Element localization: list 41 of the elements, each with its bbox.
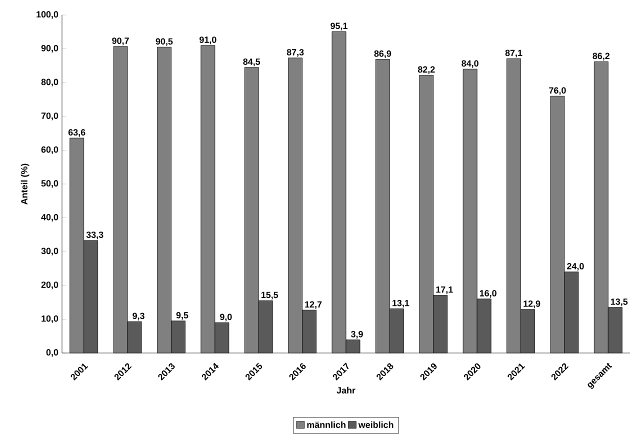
data-label: 84,0: [462, 60, 478, 68]
data-label: 12,7: [305, 301, 322, 309]
data-label: 91,0: [200, 36, 216, 44]
y-tick-label: 70,0: [41, 112, 58, 120]
data-label: 90,7: [112, 38, 129, 46]
data-label: 13,1: [392, 300, 410, 308]
data-label: 9,3: [132, 312, 144, 320]
data-label: 82,2: [418, 66, 435, 74]
data-label: 86,2: [592, 52, 610, 60]
y-tick-label: 10,0: [42, 315, 58, 324]
y-tick-label: 30,0: [41, 248, 58, 256]
data-label: 9,5: [176, 312, 188, 320]
y-tick-label: 50,0: [41, 180, 58, 188]
data-label: 87,1: [505, 50, 522, 58]
y-tick-label: 0,0: [46, 349, 58, 357]
data-label: 87,3: [286, 49, 304, 57]
legend-label: weiblich: [358, 421, 394, 428]
data-label: 63,6: [68, 129, 86, 137]
data-label: 9,0: [220, 314, 232, 322]
y-tick-label: 90,0: [41, 44, 58, 53]
y-tick-label: 20,0: [41, 282, 58, 290]
y-tick-label: 60,0: [41, 146, 58, 154]
data-label: 33,3: [86, 232, 104, 240]
data-label: 13,5: [610, 298, 628, 306]
y-tick-label: 40,0: [41, 214, 58, 222]
data-label: 16,0: [480, 290, 496, 298]
data-label: 76,0: [549, 87, 566, 95]
data-label: 12,9: [524, 300, 540, 308]
data-label: 15,5: [261, 292, 278, 300]
data-label: 95,1: [330, 22, 348, 30]
data-label: 17,1: [436, 286, 453, 294]
data-label: 86,9: [374, 50, 392, 58]
y-tick-label: 100,0: [36, 11, 58, 19]
data-label: 90,5: [156, 38, 173, 46]
x-axis-title: Jahr: [336, 386, 356, 394]
data-label: 84,5: [243, 58, 260, 66]
y-axis-title: Anteil (%): [20, 164, 30, 204]
data-label: 3,9: [350, 330, 363, 339]
legend-label: männlich: [307, 421, 346, 428]
data-label: 24,0: [567, 263, 584, 271]
y-tick-label: 80,0: [41, 78, 58, 86]
